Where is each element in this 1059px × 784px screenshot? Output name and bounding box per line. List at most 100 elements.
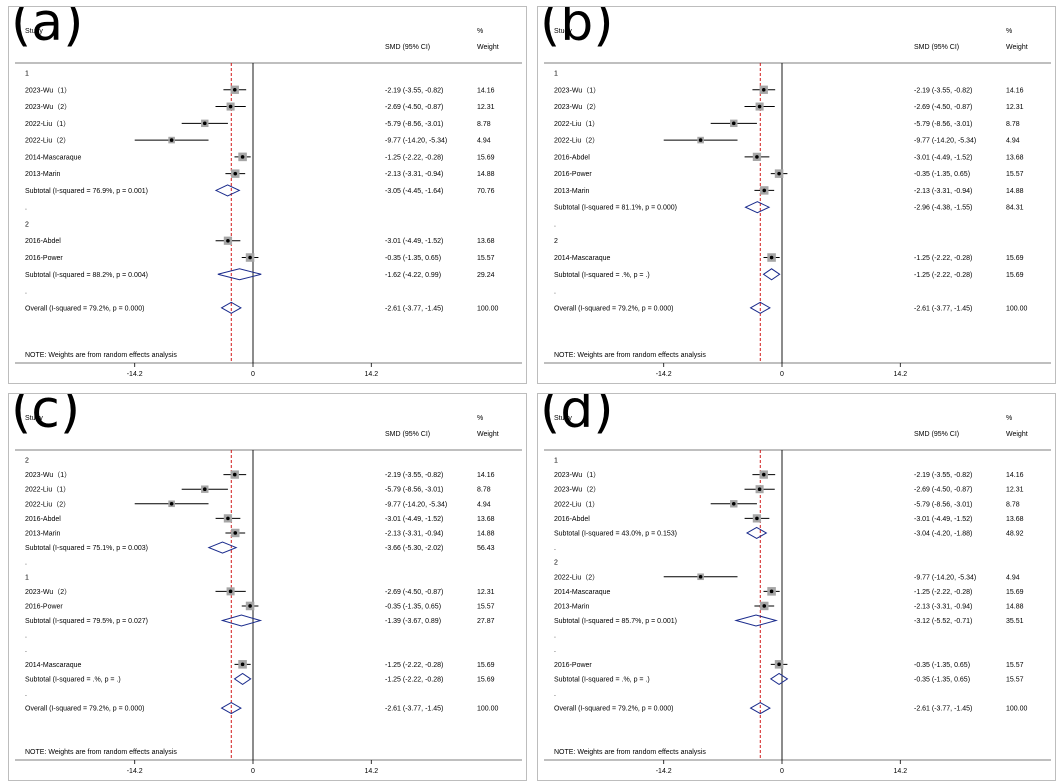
row-smd-ci: -2.61 (-3.77, -1.45) [385,706,443,713]
row-label: 2 [25,458,29,465]
point-estimate [761,472,766,477]
point-estimate [755,155,759,159]
header-weight: Weight [477,44,499,51]
subtotal-diamond [746,526,768,540]
row-weight: 12.31 [1006,104,1024,111]
row-weight: 13.68 [1006,154,1024,161]
row-label: 2016-Power [25,603,63,610]
row-label: 2013-Marin [25,530,61,537]
point-estimate [762,604,767,608]
row-smd-ci: -2.19 (-3.55, -0.82) [385,87,443,94]
row-weight: 14.16 [477,472,495,479]
row-weight: 15.69 [477,154,495,161]
x-tick-label: -14.2 [656,768,672,775]
subtotal-diamond [217,268,262,281]
row-label: 2022-Liu（1） [554,500,599,508]
row-weight: 15.69 [477,662,495,669]
point-estimate [762,188,767,193]
point-estimate [769,589,774,594]
row-weight: 4.94 [1006,138,1020,145]
row-weight: 15.57 [477,603,495,610]
row-label: Subtotal (I-squared = 76.9%, p = 0.001) [25,188,148,195]
row-label: 2013-Marin [554,188,590,195]
point-estimate [202,121,207,126]
row-smd-ci: -3.66 (-5.30, -2.02) [385,545,443,552]
row-weight: 8.78 [477,121,491,128]
row-weight: 13.68 [477,516,495,523]
note-text: NOTE: Weights are from random effects an… [25,749,177,756]
row-weight: 100.00 [477,305,499,312]
forest-plot-a: Study % SMD (95% CI) Weight 1 2023-Wu（1） -2.19… [15,28,522,378]
row-label: 1 [554,458,558,465]
row-smd-ci: -2.61 (-3.77, -1.45) [385,305,443,312]
row-label: Subtotal (I-squared = 88.2%, p = 0.004) [25,272,148,279]
row-label: 2014-Mascaraque [25,154,82,161]
header-smd: SMD (95% CI) [385,431,430,438]
row-label: 2016-Abdel [25,516,61,523]
row-label: 2022-Liu（2） [25,500,70,508]
row-label: 2022-Liu（1） [554,120,599,128]
row-smd-ci: -2.69 (-4.50, -0.87) [385,104,443,111]
row-label: Subtotal (I-squared = .%, p = .) [554,676,650,683]
row-weight: 12.31 [1006,487,1024,494]
row-label: . [25,633,27,640]
x-tick-label: 0 [251,371,255,378]
row-weight: 15.69 [477,676,495,683]
row-smd-ci: -9.77 (-14.20, -5.34) [385,138,447,145]
row-smd-ci: -2.61 (-3.77, -1.45) [914,706,972,713]
row-smd-ci: -1.25 (-2.22, -0.28) [914,589,972,596]
forest-plot-panel-d: (d) Study% SMD (95% CI) Weight 1 2023-Wu（1） -… [537,393,1056,781]
row-label: . [554,691,556,698]
point-estimate [228,589,233,594]
row-weight: 8.78 [477,487,491,494]
row-weight: 15.69 [1006,255,1024,262]
row-smd-ci: -9.77 (-14.20, -5.34) [914,574,976,581]
row-weight: 100.00 [477,706,499,713]
subtotal-diamond [734,614,778,627]
overall-diamond [749,301,771,314]
row-smd-ci: -2.19 (-3.55, -0.82) [385,472,443,479]
row-smd-ci: -0.35 (-1.35, 0.65) [914,171,970,178]
row-weight: 70.76 [477,188,495,195]
row-weight: 56.43 [477,545,495,552]
row-smd-ci: -5.79 (-8.56, -3.01) [914,121,972,128]
header-smd: SMD (95% CI) [385,44,430,51]
row-label: 2013-Marin [25,171,61,178]
header-weight-pct: % [477,28,483,35]
row-weight: 14.88 [1006,603,1024,610]
row-weight: 14.88 [477,530,495,537]
row-weight: 14.16 [1006,472,1024,479]
header-weight-pct: % [1006,415,1012,422]
row-smd-ci: -3.01 (-4.49, -1.52) [385,238,443,245]
row-smd-ci: -5.79 (-8.56, -3.01) [385,487,443,494]
point-estimate [757,487,762,491]
row-weight: 12.31 [477,104,495,111]
point-estimate [226,516,230,521]
row-label: 2016-Abdel [554,154,590,161]
row-smd-ci: -3.01 (-4.49, -1.52) [385,516,443,523]
overall-diamond [220,301,242,314]
x-tick-label: 0 [780,371,784,378]
row-label: 2016-Power [554,662,592,669]
overall-diamond [749,702,771,715]
x-tick-label: 0 [251,768,255,775]
row-weight: 14.16 [1006,87,1024,94]
subtotal-diamond [220,614,263,627]
row-label: 2023-Wu（1） [25,471,71,479]
x-tick-label: 14.2 [893,371,907,378]
header-weight-pct: % [1006,28,1012,35]
row-smd-ci: -2.13 (-3.31, -0.94) [914,188,972,195]
point-estimate [169,138,174,142]
point-estimate [232,87,237,92]
subtotal-diamond [762,268,781,281]
row-label: 2016-Power [25,255,63,262]
header-smd: SMD (95% CI) [914,431,959,438]
forest-plot-c: Study % SMD (95% CI) Weight 2 2023-Wu（1） -2.19… [15,415,522,775]
row-weight: 14.88 [1006,188,1024,195]
point-estimate [777,171,781,176]
note-text: NOTE: Weights are from random effects an… [554,352,706,359]
row-smd-ci: -5.79 (-8.56, -3.01) [385,121,443,128]
row-smd-ci: -2.13 (-3.31, -0.94) [385,530,443,537]
row-weight: 14.88 [477,171,495,178]
row-smd-ci: -1.25 (-2.22, -0.28) [914,272,972,279]
